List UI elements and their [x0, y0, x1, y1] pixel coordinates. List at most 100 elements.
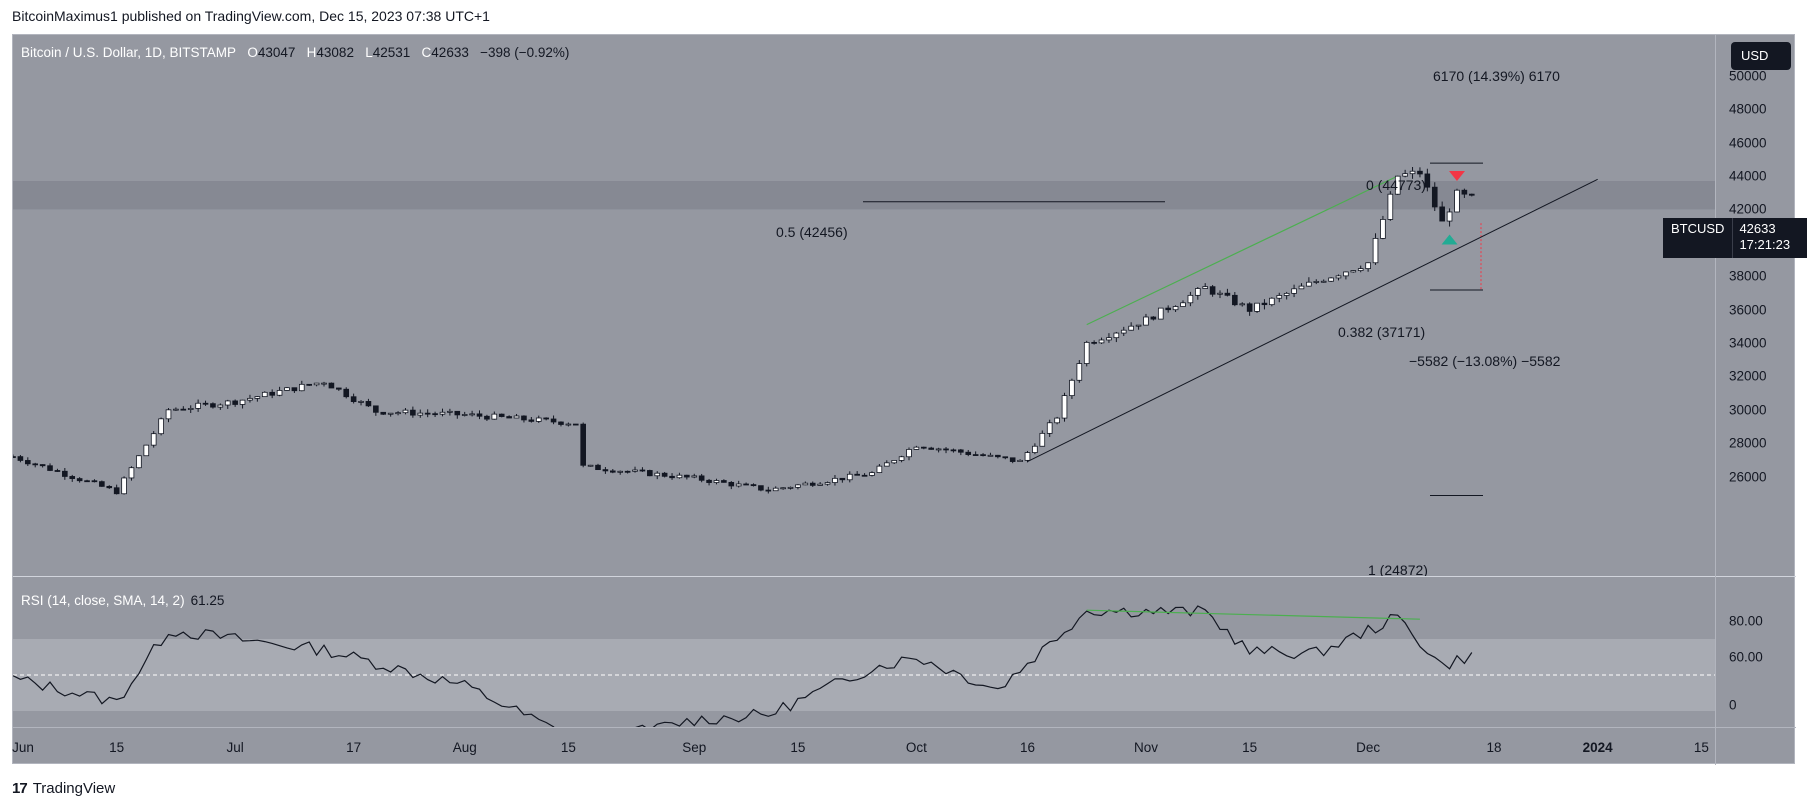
candle-body [1113, 332, 1120, 339]
candle-body [802, 482, 809, 486]
candle-body [1157, 307, 1164, 320]
price-axis[interactable] [1715, 35, 1796, 727]
time-tick: Oct [905, 740, 927, 755]
currency-button[interactable]: USD [1731, 42, 1791, 70]
candle-body [861, 474, 868, 477]
candle-body [1357, 268, 1364, 271]
bearish-marker-icon [1448, 170, 1465, 182]
candle-body [1446, 211, 1453, 222]
candle-body [595, 464, 601, 471]
annotation-fib-0: 0 (44773) [1366, 177, 1426, 193]
candle-body [1276, 295, 1283, 299]
pane-separator[interactable] [13, 576, 1796, 577]
candle-body [980, 454, 986, 457]
candle-body [217, 404, 224, 408]
candle-body [417, 412, 424, 416]
rsi-pane[interactable]: RSI (14, close, SMA, 14, 2) 61.25 [13, 577, 1715, 727]
candle-body [1076, 363, 1083, 381]
candle-body [1246, 303, 1253, 312]
candle-body [25, 460, 31, 465]
time-tick: Dec [1356, 740, 1381, 755]
candle-body [239, 399, 246, 405]
candle-body [832, 477, 838, 483]
candle-body [1343, 271, 1349, 277]
candle-body [758, 485, 764, 491]
candle-body [224, 400, 231, 406]
candle-body [165, 409, 172, 420]
candle-body [1306, 281, 1312, 287]
candle-body [1387, 193, 1394, 220]
candle-body [891, 460, 897, 464]
candle-body [950, 449, 957, 452]
candle-body [1083, 341, 1090, 364]
price-tick: 30000 [1729, 402, 1767, 418]
rsi-legend: RSI (14, close, SMA, 14, 2) 61.25 [21, 593, 224, 608]
candle-body [1224, 292, 1231, 296]
candle-body [602, 469, 609, 472]
candle-body [580, 423, 586, 466]
candle-body [1180, 302, 1186, 307]
price-tick: 44000 [1729, 168, 1767, 184]
candle-body [1239, 303, 1246, 306]
price-pane[interactable]: Bitcoin / U.S. Dollar, 1D, BITSTAMP O430… [13, 35, 1715, 576]
candle-body [506, 416, 512, 419]
current-price-tag: BTCUSD 42633 17:21:23 [1663, 218, 1807, 258]
candle-body [1335, 275, 1342, 279]
candle-body [358, 401, 364, 403]
time-tick: 15 [1242, 740, 1258, 755]
candle-body [1217, 292, 1223, 295]
time-tick: 15 [109, 740, 125, 755]
candle-body [476, 413, 483, 417]
annotation-fib-1: 1 (24872) [1368, 562, 1428, 576]
price-tick: 26000 [1729, 469, 1767, 485]
candle-body [795, 484, 801, 488]
candle-body [735, 483, 742, 487]
candle-body [484, 415, 490, 420]
publish-info: BitcoinMaximus1 published on TradingView… [12, 8, 490, 24]
candle-body [121, 477, 127, 495]
candle-body [698, 475, 705, 481]
legend-high-key: H [306, 45, 317, 60]
candle-body [1017, 459, 1023, 462]
candle-body [1454, 189, 1460, 213]
candle-body [210, 403, 216, 408]
candle-body [62, 470, 68, 477]
candle-body [572, 423, 579, 426]
candle-body [1232, 294, 1238, 306]
candle-body [1143, 316, 1149, 326]
candle-body [261, 391, 268, 398]
rsi-tick: 0 [1729, 697, 1737, 713]
candle-body [106, 485, 113, 489]
tradingview-logo[interactable]: 17 TradingView [12, 780, 115, 797]
candle-body [1165, 307, 1171, 311]
candle-body [921, 446, 927, 449]
candle-body [1298, 285, 1305, 290]
candle-body [1409, 170, 1416, 175]
legend-low: 42531 [372, 45, 411, 60]
candle-body [128, 467, 135, 479]
candle-body [1032, 445, 1038, 453]
candle-body [1380, 219, 1386, 239]
candle-body [1328, 277, 1334, 282]
annotation-bottom-range: −5582 (−13.08%) −5582 [1409, 353, 1561, 369]
candle-body [1009, 457, 1016, 462]
candle-body [269, 391, 275, 396]
candle-body [447, 410, 453, 413]
candle-body [439, 411, 446, 415]
candle-body [721, 480, 727, 483]
candle-body [1261, 302, 1268, 306]
candle-body [91, 480, 98, 483]
candle-body [276, 390, 283, 396]
candle-body [150, 433, 157, 446]
candle-body [706, 479, 712, 483]
candle-body [617, 470, 624, 473]
time-axis[interactable]: Jun 15 Jul 17 Aug 15 Sep 15 Oct 16 Nov 15 Dec 18 2024 1… [12, 727, 1715, 765]
candle-body [624, 470, 631, 473]
candle-body [839, 477, 846, 481]
candle-body [1061, 395, 1068, 419]
resistance-zone [13, 181, 1715, 210]
price-tag-symbol: BTCUSD [1663, 218, 1734, 258]
annotation-top-range: 6170 (14.39%) 6170 [1433, 68, 1560, 84]
time-tick: Jun [12, 740, 34, 755]
legend-close: 42633 [431, 45, 469, 60]
